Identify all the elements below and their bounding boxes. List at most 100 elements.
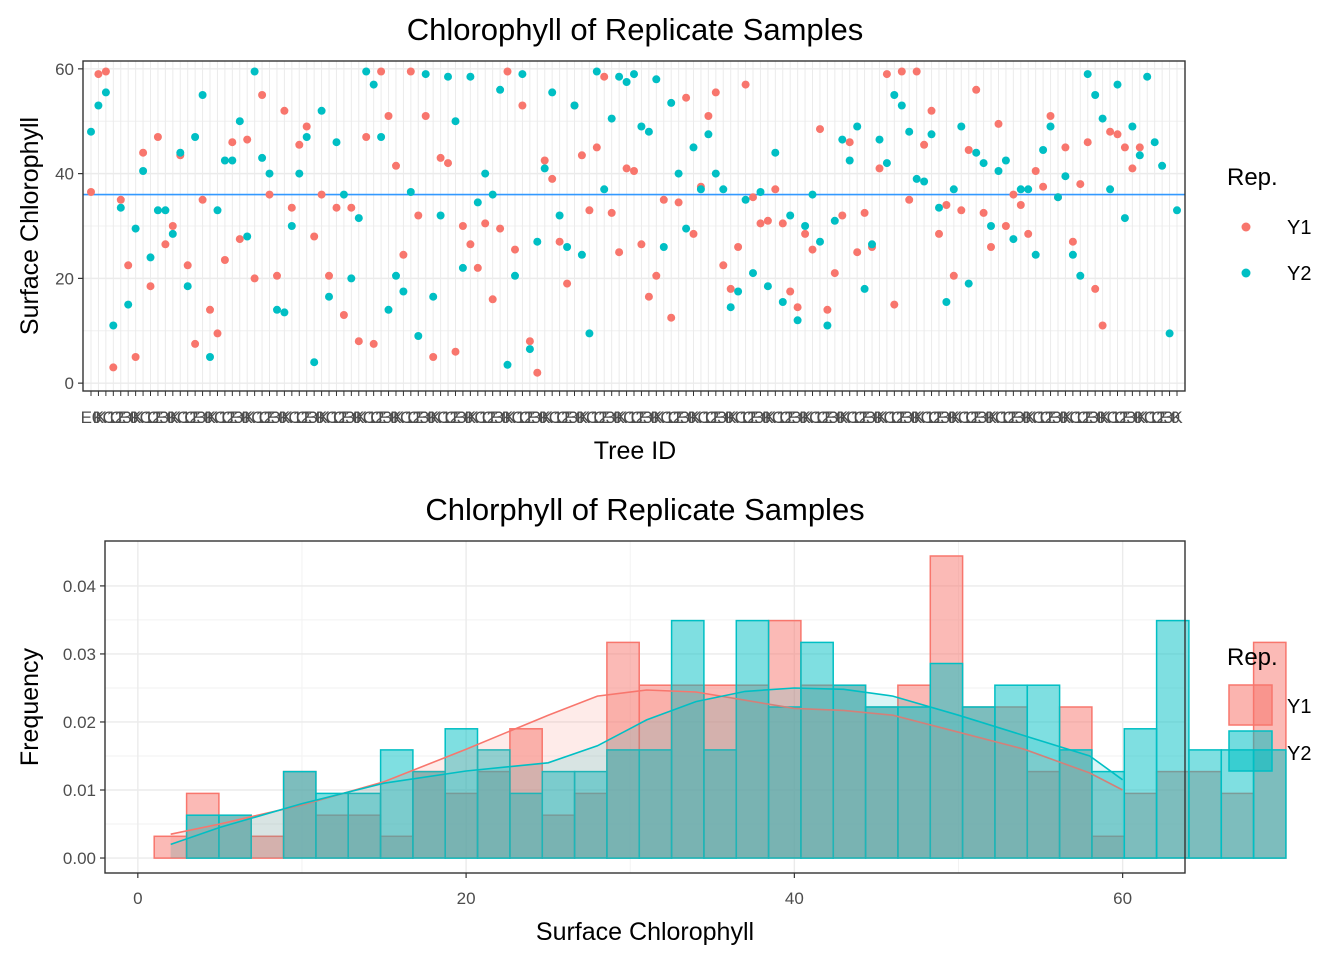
scatter-x-tick-label: K [948,408,960,427]
scatter-point-y1 [1031,167,1040,175]
scatter-point-y2 [488,190,497,199]
histogram-bar-y2 [347,792,382,859]
scatter-point-y1 [265,190,274,199]
scatter-x-tick-label: C3 [779,408,801,427]
scatter-x-tick-label: E0 [713,408,734,427]
scatter-legend-label-y2: Y2 [1287,263,1311,285]
histogram-chart: Chlorphyll of Replicate Samples 0.00 0.01… [16,492,1311,946]
scatter-point-y2 [927,130,936,139]
scatter-point-y1 [637,240,646,249]
scatter-point-y2 [339,190,348,199]
histogram-bar-y2 [703,749,737,859]
scatter-point-y1 [1016,201,1025,209]
scatter-x-tick-label: C2 [251,408,273,427]
scatter-point-y1 [473,263,482,272]
scatter-point-y2 [786,211,795,220]
scatter-x-tick-label: K [316,408,328,427]
histogram-x-axis-label: Surface Chlorophyll [536,918,754,946]
scatter-point-y2 [935,203,943,212]
scatter-point-y1 [518,101,527,110]
scatter-point-y1 [897,67,906,76]
scatter-x-tick-label: K [167,408,179,427]
histogram-density-curves [170,687,1124,858]
scatter-point-y1 [801,229,810,238]
scatter-point-y1 [615,248,624,257]
scatter-x-tick-label: E0 [229,408,250,427]
scatter-point-y2 [213,206,222,215]
scatter-x-tick-label: C3 [1040,408,1062,427]
scatter-x-tick-label: C3 [668,408,690,427]
scatter-x-tick-label: K1 [616,408,637,427]
density-curve-y2 [170,687,1124,846]
scatter-point-y1 [823,305,832,314]
scatter-point-y2 [1158,161,1167,170]
scatter-x-tick-label: C3 [221,408,243,427]
scatter-point-y2 [139,167,148,175]
scatter-point-y2 [1054,193,1062,202]
scatter-point-y2 [168,229,177,238]
scatter-point-y2 [726,303,735,312]
scatter-x-tick-label: C3 [482,408,504,427]
scatter-point-y1 [719,261,728,270]
scatter-point-y2 [1091,91,1100,99]
scatter-x-axis-label: Tree ID [594,437,676,465]
scatter-point-y2 [659,243,668,251]
histogram-x-tick-label: 40 [785,889,804,908]
scatter-legend-title: Rep. [1227,164,1278,191]
histogram-panel-border [104,540,1186,874]
histogram-bar-y2 [573,770,608,859]
scatter-x-tick-label: E0 [638,408,659,427]
scatter-point-y1 [600,72,609,81]
histogram-bar-y2 [412,770,446,859]
scatter-x-tick-label: E0 [787,408,808,427]
scatter-point-y1 [220,256,229,264]
scatter-x-tick-label: K [465,408,477,427]
scatter-x-tick-label: C2 [177,408,199,427]
scatter-x-tick-label: K1 [1062,408,1083,427]
scatter-x-tick-label: E0 [824,408,845,427]
scatter-point-y2 [570,101,579,110]
scatter-point-y2 [109,321,118,330]
histogram-bar-y2 [961,706,996,859]
scatter-x-tick-label: C2 [623,408,645,427]
scatter-point-y1 [191,339,200,348]
scatter-point-y1 [912,67,921,76]
scatter-point-y2 [652,75,661,84]
histogram-bar-y2 [606,749,640,859]
scatter-point-y1 [1068,237,1077,246]
scatter-point-y2 [667,98,676,107]
scatter-point-y2 [771,148,780,157]
scatter-x-tick-label: K [130,408,142,427]
scatter-x-tick-label: K1 [281,408,302,427]
scatter-point-y1 [198,195,207,204]
scatter-x-tick-label: C3 [259,408,281,427]
scatter-x-tick-label: E0 [341,408,362,427]
scatter-point-y2 [451,117,460,126]
scatter-point-y1 [704,112,713,120]
scatter-point-y1 [763,216,772,225]
scatter-point-y1 [228,138,237,147]
scatter-point-y1 [153,133,162,141]
scatter-x-tick-label: C3 [965,408,987,427]
scatter-point-y2 [548,88,557,97]
scatter-y-axis-ticks: 0 20 40 60 [55,60,83,393]
scatter-point-y2 [116,203,125,212]
scatter-y-axis-label: Surface Chlorophyll [16,117,44,335]
scatter-point-y1 [689,229,698,238]
scatter-points [87,67,1181,377]
scatter-x-tick-label: C2 [772,408,794,427]
scatter-point-y2 [994,167,1003,175]
histogram-legend-key-y1 [1228,684,1273,726]
scatter-point-y1 [845,138,854,147]
scatter-point-y2 [823,321,832,330]
scatter-x-tick-label: E0 [378,408,399,427]
scatter-x-tick-label: K1 [951,408,972,427]
scatter-point-y1 [853,248,862,257]
scatter-point-y2 [124,300,133,309]
scatter-x-tick-label: K1 [393,408,414,427]
scatter-x-tick-label: K1 [95,408,116,427]
scatter-x-tick-label: E0 [415,408,436,427]
scatter-point-y1 [243,135,252,144]
scatter-point-y2 [1120,214,1129,223]
